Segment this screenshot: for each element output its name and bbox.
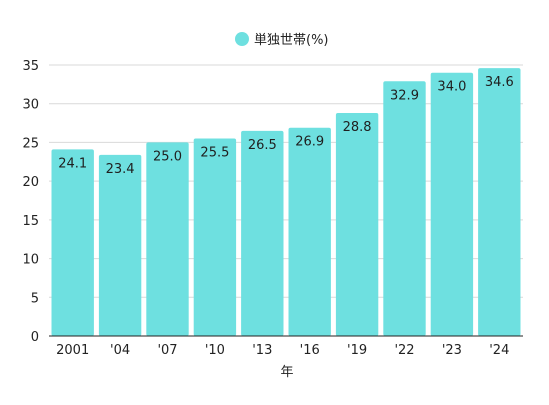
y-tick-label: 30 [22,98,39,113]
x-tick-label: '13 [252,343,272,358]
data-label: 23.4 [106,162,135,177]
bar [288,127,331,337]
legend-label: 単独世帯(%) [254,32,329,48]
bar [430,72,474,336]
data-label: 28.8 [343,120,372,135]
data-label: 26.9 [295,135,324,150]
x-tick-label: 2001 [56,343,89,358]
x-axis-ticks: 2001 '04 '07 '10 '13 '16 '19 '22 '23 '24 [56,343,509,358]
legend-swatch-icon [235,32,249,46]
bar [146,142,189,336]
y-tick-label: 25 [22,136,39,151]
data-label: 24.1 [58,156,87,171]
y-axis-ticks: 0 5 10 15 20 25 30 35 [22,59,39,345]
data-labels: 24.1 23.4 25.0 25.5 26.5 26.9 28.8 32.9 34.0 34.6 [58,75,514,177]
bar [335,113,379,337]
x-tick-label: '23 [442,343,462,358]
y-tick-label: 15 [22,214,39,229]
bar [478,68,521,337]
bars [51,68,521,337]
legend: 単独世帯(%) [235,32,329,48]
data-label: 25.0 [153,149,182,164]
bar [98,154,142,336]
x-tick-label: '04 [110,343,130,358]
x-axis-title: 年 [280,365,293,380]
x-tick-label: '24 [489,343,509,358]
x-tick-label: '19 [347,343,367,358]
bar [241,130,284,336]
data-label: 32.9 [390,88,419,103]
y-tick-label: 35 [22,59,39,74]
x-tick-label: '10 [205,343,225,358]
bar [193,138,237,336]
x-tick-label: '22 [394,343,414,358]
data-label: 34.0 [437,80,466,95]
data-label: 25.5 [200,146,229,161]
x-tick-label: '16 [300,343,320,358]
data-label: 26.5 [248,138,277,153]
y-tick-label: 5 [31,291,39,306]
y-tick-label: 10 [22,253,39,268]
y-tick-label: 0 [31,330,39,345]
data-label: 34.6 [485,75,514,90]
bar [383,81,426,336]
y-tick-label: 20 [22,175,39,190]
x-tick-label: '07 [157,343,177,358]
bar [51,149,94,336]
